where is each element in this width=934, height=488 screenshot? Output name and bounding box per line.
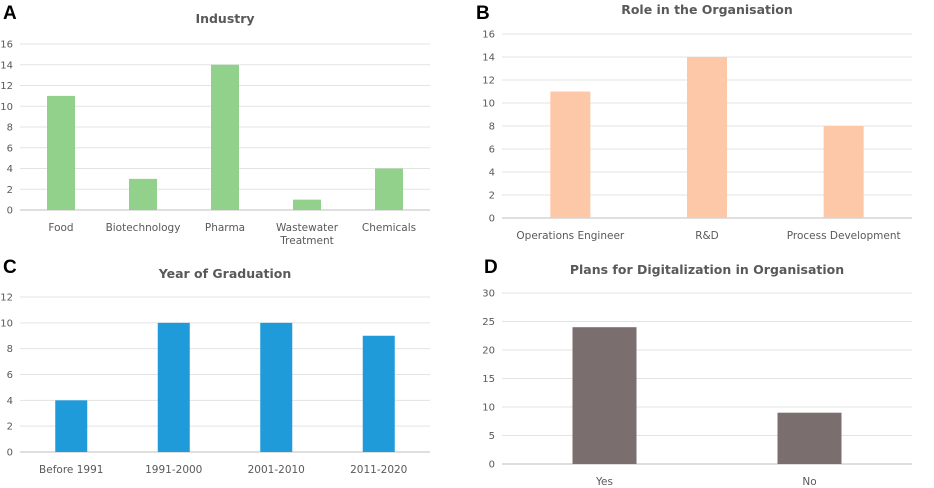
y-tick-label: 5	[489, 431, 495, 442]
y-tick-label: 20	[482, 346, 495, 357]
y-tick-label: 15	[482, 374, 495, 385]
panel-letter-c: C	[3, 257, 17, 278]
y-tick-label: 2	[489, 191, 495, 202]
bar	[572, 327, 637, 464]
panel-b: B Role in the Organisation 0 2 4 6 8 10 12 14 16 O…	[467, 0, 934, 244]
y-tick-label: 10	[0, 318, 13, 329]
y-tick-label: 16	[0, 40, 13, 51]
y-tick-label: 4	[7, 164, 13, 175]
y-tick-label: 0	[489, 460, 495, 471]
y-tick-label: 30	[482, 289, 495, 300]
y-tick-label: 0	[489, 214, 495, 225]
chart-title: Industry	[195, 11, 254, 26]
panel-d: D Plans for Digitalization in Organisati…	[467, 244, 934, 488]
y-tick-label: 0	[7, 448, 13, 459]
y-tick-label: 14	[482, 53, 495, 64]
bar	[550, 91, 591, 218]
panel-letter-a: A	[3, 3, 17, 24]
category-label: Process Development	[787, 230, 901, 242]
chart-year-of-graduation: Year of Graduation 0 2 4 6 8 10 12 Before 1991 19…	[0, 266, 430, 476]
chart-digitalization-plans: Plans for Digitalization in Organisation…	[482, 262, 912, 488]
bar	[362, 335, 395, 452]
category-label: Chemicals	[362, 222, 416, 234]
chart-role: Role in the Organisation 0 2 4 6 8 10 12 14 16 Ope…	[482, 2, 912, 242]
category-label: Food	[48, 222, 73, 234]
y-tick-label: 8	[489, 122, 495, 133]
y-tick-label: 4	[489, 168, 495, 179]
chart-title: Year of Graduation	[158, 266, 292, 281]
bar	[211, 64, 239, 210]
bar	[777, 412, 842, 464]
y-tick-label: 6	[7, 143, 13, 154]
bar	[823, 126, 864, 218]
y-tick-label: 10	[0, 102, 13, 113]
category-label: R&D	[695, 230, 719, 242]
y-tick-label: 4	[7, 396, 13, 407]
category-label: Biotechnology	[106, 222, 181, 234]
category-label: Wastewater Treatment	[276, 222, 339, 247]
y-tick-label: 10	[482, 99, 495, 110]
y-tick-label: 10	[482, 403, 495, 414]
chart-title: Plans for Digitalization in Organisation	[570, 262, 844, 277]
category-label: 2011-2020	[350, 464, 407, 476]
panel-letter-b: B	[476, 3, 490, 24]
y-tick-label: 12	[482, 76, 495, 87]
y-tick-label: 0	[7, 206, 13, 217]
bar	[129, 178, 157, 210]
panel-c: C Year of Graduation 0 2 4 6 8 10 12 Before 1991…	[0, 244, 467, 488]
chart-title: Role in the Organisation	[621, 2, 793, 17]
y-tick-label: 2	[7, 422, 13, 433]
category-label: Pharma	[205, 222, 245, 234]
category-label: 1991-2000	[145, 464, 202, 476]
bar	[157, 322, 190, 452]
y-tick-label: 8	[7, 123, 13, 134]
category-label: Yes	[595, 476, 613, 488]
y-tick-label: 16	[482, 30, 495, 41]
panel-a: A Industry 0 2 4 6 8 10 12 14 16 Food Biotechnology…	[0, 0, 467, 247]
category-label: Before 1991	[39, 464, 103, 476]
y-tick-label: 14	[0, 60, 13, 71]
y-tick-label: 12	[0, 81, 13, 92]
panel-letter-d: D	[484, 257, 498, 278]
bar	[260, 322, 293, 452]
y-tick-label: 25	[482, 317, 495, 328]
chart-industry: Industry 0 2 4 6 8 10 12 14 16 Food Biotechnology Ph…	[0, 11, 430, 247]
bar	[375, 168, 403, 210]
bar	[687, 57, 727, 218]
bar	[55, 400, 88, 452]
y-tick-label: 6	[7, 370, 13, 381]
bar	[293, 199, 321, 210]
y-tick-label: 6	[489, 145, 495, 156]
category-label: Operations Engineer	[516, 230, 625, 242]
category-label: No	[802, 476, 816, 488]
category-label: 2001-2010	[248, 464, 305, 476]
bar	[47, 95, 75, 210]
y-tick-label: 2	[7, 185, 13, 196]
y-tick-label: 8	[7, 344, 13, 355]
y-tick-label: 12	[0, 293, 13, 304]
